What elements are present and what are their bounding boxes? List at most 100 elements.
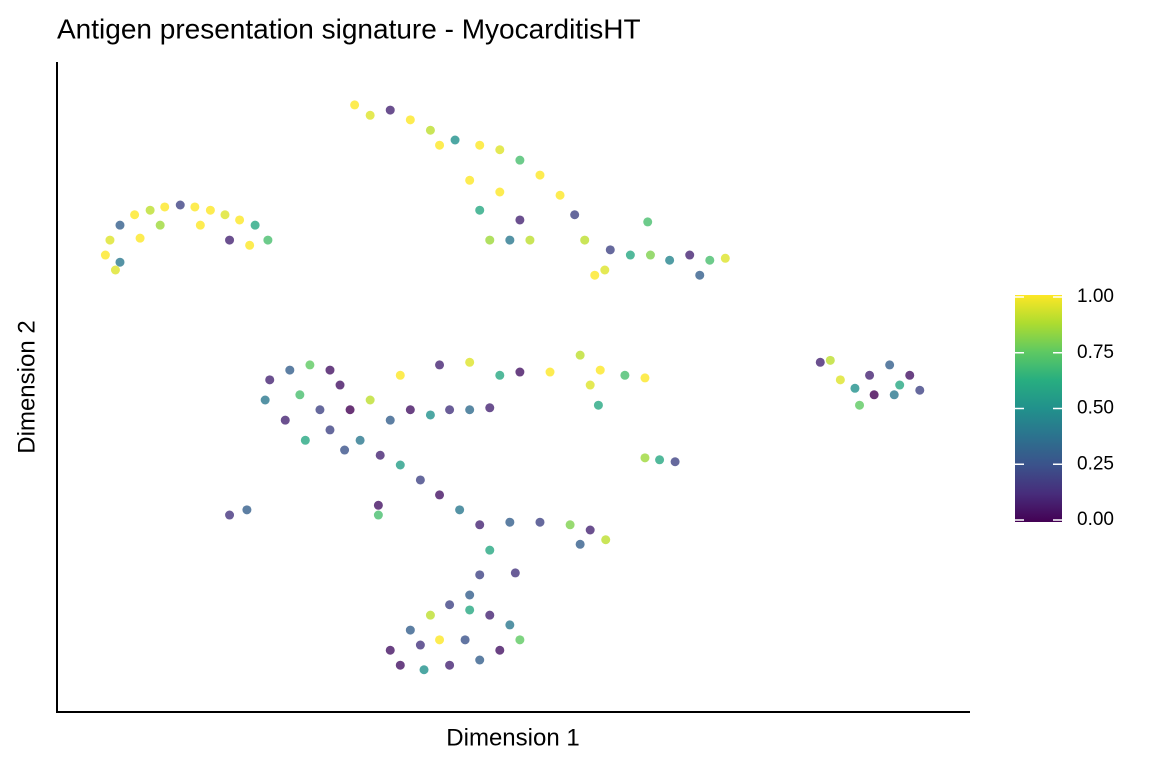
point	[465, 405, 475, 415]
point	[405, 115, 415, 125]
point	[605, 245, 615, 255]
point	[300, 435, 310, 445]
point	[593, 400, 603, 410]
colorbar-tick-label: 0.25	[1077, 453, 1114, 474]
point	[465, 357, 475, 367]
point	[405, 625, 415, 635]
point	[825, 355, 835, 365]
point	[475, 570, 485, 580]
point	[515, 367, 525, 377]
point	[445, 405, 455, 415]
point	[895, 380, 905, 390]
point	[510, 568, 520, 578]
point	[450, 135, 460, 145]
point	[670, 457, 680, 467]
point	[260, 395, 270, 405]
point	[815, 357, 825, 367]
point	[175, 200, 185, 210]
colorbar-tick-label: 0.50	[1077, 398, 1114, 419]
point	[385, 645, 395, 655]
point	[475, 140, 485, 150]
point	[419, 665, 429, 675]
point	[601, 535, 611, 545]
point	[345, 405, 355, 415]
point	[460, 635, 470, 645]
point	[565, 520, 575, 530]
point	[405, 405, 415, 415]
point	[415, 475, 425, 485]
point	[620, 370, 630, 380]
point	[285, 365, 295, 375]
point	[495, 645, 505, 655]
point	[685, 250, 695, 260]
point	[515, 635, 525, 645]
point	[485, 235, 495, 245]
point	[435, 490, 445, 500]
point	[220, 210, 230, 220]
point	[242, 505, 252, 515]
point	[225, 510, 235, 520]
point	[325, 365, 335, 375]
point	[515, 215, 525, 225]
point	[395, 460, 405, 470]
point	[435, 360, 445, 370]
point	[335, 380, 345, 390]
point	[570, 210, 580, 220]
point	[235, 215, 245, 225]
point	[395, 370, 405, 380]
point	[640, 453, 650, 463]
point	[425, 125, 435, 135]
point	[263, 235, 273, 245]
point	[645, 250, 655, 260]
point	[655, 455, 665, 465]
point	[145, 205, 155, 215]
point	[555, 190, 565, 200]
chart-title: Antigen presentation signature - Myocard…	[57, 13, 641, 44]
point	[225, 235, 235, 245]
point	[545, 367, 555, 377]
point	[250, 220, 260, 230]
point	[105, 235, 115, 245]
point	[505, 517, 515, 527]
point	[835, 375, 845, 385]
point	[889, 390, 899, 400]
point	[350, 100, 360, 110]
point	[495, 370, 505, 380]
point	[640, 373, 650, 383]
point	[585, 380, 595, 390]
point	[625, 250, 635, 260]
point	[395, 660, 405, 670]
point	[485, 610, 495, 620]
point	[705, 255, 715, 265]
point	[265, 375, 275, 385]
point	[465, 605, 475, 615]
point	[385, 415, 395, 425]
point	[505, 620, 515, 630]
point	[495, 187, 505, 197]
point	[525, 235, 535, 245]
point	[485, 545, 495, 555]
point	[205, 205, 215, 215]
points	[100, 100, 925, 675]
point	[155, 220, 165, 230]
point	[505, 235, 515, 245]
point	[365, 395, 375, 405]
point	[373, 500, 383, 510]
point	[375, 450, 385, 460]
point	[535, 517, 545, 527]
point	[665, 255, 675, 265]
point	[305, 360, 315, 370]
y-axis-title: Dimension 2	[13, 320, 40, 453]
point	[590, 270, 600, 280]
point	[355, 435, 365, 445]
point	[325, 425, 335, 435]
point	[190, 202, 200, 212]
point	[435, 635, 445, 645]
point	[865, 370, 875, 380]
point	[720, 253, 730, 263]
point	[580, 235, 590, 245]
point	[245, 240, 255, 250]
point	[365, 110, 375, 120]
